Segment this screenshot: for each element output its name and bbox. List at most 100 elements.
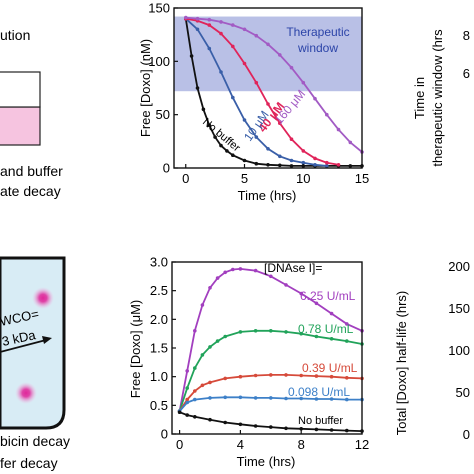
- bottom-series-line-0-098-u-ml: [178, 396, 362, 412]
- top-point-no-buffer-9: [242, 158, 247, 163]
- top-xtick-0: 0: [182, 171, 189, 186]
- top-point-160-m-3: [219, 20, 223, 24]
- bottom-ytick-1-5: 1.5: [150, 341, 168, 356]
- bottom-point-0-78-u-ml-7: [238, 330, 243, 334]
- bottom-point-no-buffer-5: [238, 422, 243, 427]
- bottom-ytick-0: 0: [161, 427, 168, 442]
- right-bottom-tick-200: 200: [448, 259, 470, 274]
- right-bottom-panel: Total [Doxo] half-life (hrs) 200 150 100…: [394, 259, 470, 442]
- top-point-40-m-4: [231, 44, 235, 49]
- bottom-point-6-25-u-ml-4: [208, 286, 212, 290]
- bottom-point-0-78-u-ml-6: [223, 334, 227, 339]
- bottom-ylabel: Free [Doxo] (μM): [128, 300, 143, 399]
- left-bottom-caption-2: fer decay: [0, 455, 58, 471]
- top-point-10-m-1: [195, 27, 200, 32]
- therapeutic-window-band: [174, 16, 362, 92]
- bottom-point-0-78-u-ml-2: [193, 366, 197, 370]
- bottom-point-0-39-u-ml-4: [208, 380, 212, 385]
- top-curves: [184, 15, 364, 168]
- top-point-no-buffer-8: [231, 153, 235, 157]
- top-point-no-buffer-1: [189, 54, 194, 58]
- bottom-point-0-098-u-ml-8: [284, 396, 288, 401]
- top-point-10-m-12: [325, 164, 329, 168]
- right-bottom-tick-0: 0: [463, 427, 470, 442]
- top-point-no-buffer-13: [289, 164, 294, 168]
- top-xtick-15: 15: [355, 171, 369, 186]
- top-point-no-buffer-11: [266, 163, 270, 167]
- top-point-10-m-5: [242, 118, 247, 122]
- bottom-point-no-buffer-1: [185, 413, 189, 417]
- bottom-point-0-39-u-ml-7: [253, 373, 258, 378]
- bottom-point-0-39-u-ml-12: [329, 374, 334, 379]
- top-point-160-m-13: [336, 127, 341, 132]
- bottom-point-0-78-u-ml-5: [215, 339, 220, 343]
- bottom-point-0-098-u-ml-4: [223, 395, 227, 400]
- top-ytick-150: 150: [148, 1, 170, 16]
- top-xtick-10: 10: [296, 171, 310, 186]
- bottom-point-0-098-u-ml-3: [208, 396, 212, 400]
- bottom-point-0-78-u-ml-11: [299, 331, 304, 336]
- left-bottom-schematic: WCO= 3 kDa bicin decay fer decay: [0, 256, 70, 471]
- bottom-series-label-6.25: 6.25 U/mL: [300, 289, 356, 303]
- top-point-160-m-7: [266, 42, 270, 47]
- bottom-point-0-78-u-ml-3: [200, 353, 205, 357]
- right-bottom-ylabel: Total [Doxo] half-life (hrs): [394, 291, 409, 436]
- bottom-point-0-78-u-ml-4: [208, 345, 212, 349]
- left-top-text-3: ate decay: [0, 183, 61, 199]
- top-series-line-160-m: [185, 16, 363, 153]
- bottom-xtick-12: 12: [355, 437, 369, 452]
- top-point-40-m-3: [219, 31, 223, 36]
- bottom-series-label-0.39: 0.39 U/mL: [302, 361, 358, 375]
- top-plot-frame: [173, 7, 363, 169]
- bottom-point-0-39-u-ml-6: [238, 374, 243, 379]
- doxo-particle-2: [15, 382, 37, 404]
- top-point-40-m-11: [313, 156, 317, 161]
- bottom-point-0-78-u-ml-8: [253, 329, 258, 333]
- bottom-point-no-buffer-8: [284, 426, 288, 431]
- diffusion-arrow-head: [42, 336, 52, 344]
- top-ylabel: Free [Doxo] (nM): [138, 39, 153, 137]
- bottom-point-6-25-u-ml-15: [345, 322, 349, 326]
- top-point-160-m-4: [231, 23, 235, 27]
- right-top-panel: Time in therapeutic window (hrs 8 6: [412, 28, 470, 167]
- bottom-point-no-buffer-0: [177, 410, 182, 415]
- bottom-ytick-0-5: 0.5: [150, 398, 168, 413]
- bottom-legend-title: [DNAse I]=: [264, 261, 322, 275]
- band-label-1: Therapeutic: [286, 25, 349, 39]
- bottom-point-0-39-u-ml-5: [223, 376, 227, 381]
- top-point-160-m-9: [289, 65, 294, 70]
- top-point-40-m-5: [242, 61, 247, 66]
- left-top-text-2: and buffer: [0, 163, 63, 179]
- bottom-ytick-1-0: 1.0: [150, 369, 168, 384]
- top-point-no-buffer-2: [195, 86, 200, 90]
- bottom-xlabel: Time (hrs): [237, 454, 296, 469]
- bottom-point-6-25-u-ml-3: [200, 303, 205, 307]
- bottom-point-0-098-u-ml-2: [193, 397, 197, 402]
- top-point-40-m-12: [325, 160, 329, 165]
- top-point-10-m-2: [207, 46, 212, 51]
- top-point-40-m-2: [207, 23, 212, 27]
- top-ytick-100: 100: [148, 54, 170, 69]
- top-xlabel: Time (hrs): [238, 188, 297, 203]
- top-point-160-m-8: [278, 53, 282, 57]
- bottom-point-6-25-u-ml-2: [193, 329, 197, 333]
- bottom-point-0-098-u-ml-10: [314, 397, 319, 401]
- right-top-ylabel-1: Time in: [412, 77, 427, 119]
- bottom-point-no-buffer-10: [314, 427, 319, 432]
- right-bottom-tick-150: 150: [448, 301, 470, 316]
- bottom-point-0-098-u-ml-6: [253, 396, 258, 400]
- bottom-point-0-78-u-ml-10: [284, 330, 288, 334]
- top-point-160-m-14: [348, 140, 353, 145]
- bottom-series-line-0-78-u-ml: [178, 329, 363, 412]
- top-point-10-m-6: [254, 135, 259, 139]
- top-point-no-buffer-6: [219, 143, 223, 148]
- bottom-point-6-25-u-ml-1: [185, 369, 189, 373]
- bottom-point-0-098-u-ml-12: [345, 397, 349, 402]
- bottom-point-0-39-u-ml-10: [299, 373, 304, 378]
- bottom-point-6-25-u-ml-7: [231, 267, 235, 272]
- top-point-40-m-9: [289, 137, 294, 141]
- top-point-160-m-11: [313, 96, 317, 101]
- bottom-point-0-098-u-ml-1: [185, 400, 189, 405]
- bottom-point-6-25-u-ml-6: [223, 270, 227, 275]
- bottom-point-no-buffer-11: [329, 428, 334, 432]
